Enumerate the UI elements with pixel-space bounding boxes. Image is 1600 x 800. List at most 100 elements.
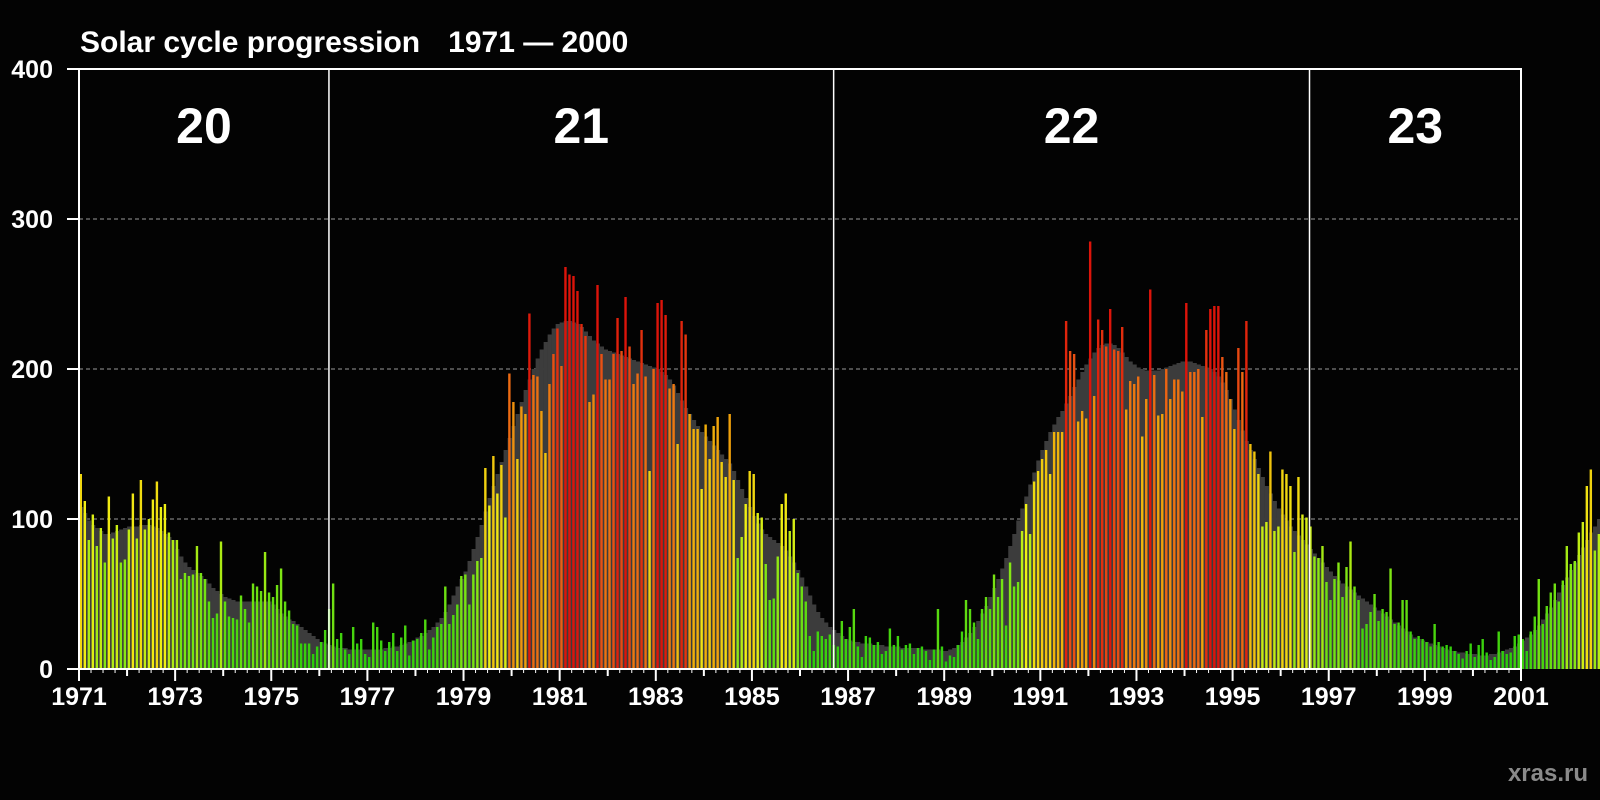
monthly-bar	[1028, 534, 1032, 669]
monthly-bar	[496, 493, 499, 669]
gridlines	[79, 218, 1521, 520]
monthly-bar	[408, 655, 411, 669]
x-tick-label: 1989	[916, 683, 972, 711]
x-tick-label: 1971	[51, 683, 107, 711]
monthly-bar	[1309, 526, 1312, 669]
monthly-bar	[664, 315, 667, 669]
monthly-bar	[295, 625, 299, 669]
monthly-bar	[1369, 612, 1372, 669]
monthly-bar	[183, 573, 187, 669]
monthly-bar	[1409, 631, 1412, 669]
monthly-bar	[1096, 319, 1100, 669]
monthly-bar	[1285, 474, 1288, 669]
monthly-bar	[684, 334, 687, 669]
monthly-bar	[924, 651, 928, 669]
monthly-bar	[1052, 432, 1056, 669]
monthly-bar	[1321, 546, 1324, 669]
monthly-bar	[520, 406, 523, 669]
monthly-bar	[896, 636, 900, 669]
monthly-bar	[1056, 432, 1060, 669]
monthly-bar	[800, 586, 803, 669]
monthly-bar	[1373, 594, 1376, 669]
monthly-bar	[87, 540, 91, 669]
monthly-bar	[1293, 552, 1296, 669]
monthly-bar	[880, 654, 884, 669]
monthly-bar	[1453, 651, 1456, 669]
monthly-bar	[764, 564, 767, 669]
monthly-bar	[500, 465, 503, 669]
monthly-bar	[111, 538, 115, 669]
monthly-bar	[215, 613, 219, 669]
monthly-bar	[367, 657, 371, 669]
monthly-bar	[99, 528, 103, 669]
monthly-bar	[412, 640, 415, 669]
monthly-bar	[616, 318, 619, 669]
monthly-bar	[1417, 636, 1420, 669]
monthly-bar	[103, 562, 107, 669]
monthly-bar	[844, 639, 848, 669]
monthly-bar	[404, 625, 407, 669]
monthly-bar	[576, 291, 579, 669]
monthly-bar	[532, 375, 535, 669]
monthly-bar	[740, 537, 743, 669]
smoothed-bar	[311, 636, 316, 669]
monthly-bar	[1517, 634, 1520, 669]
monthly-bar	[1129, 381, 1132, 669]
monthly-bar	[984, 597, 988, 669]
monthly-bar	[155, 481, 159, 669]
monthly-bar	[1553, 583, 1556, 669]
monthly-bar	[323, 630, 327, 669]
monthly-bar	[872, 645, 876, 669]
monthly-bar	[1317, 558, 1320, 669]
monthly-bar	[1437, 642, 1440, 669]
monthly-bar	[1149, 289, 1152, 669]
monthly-bar	[283, 601, 287, 669]
monthly-bar	[1024, 504, 1028, 669]
monthly-bar	[1485, 652, 1488, 669]
monthly-bar	[251, 583, 255, 669]
y-tick-label: 0	[39, 656, 53, 684]
smoothed-bar	[811, 604, 817, 669]
monthly-bar	[776, 556, 779, 669]
monthly-bar	[1469, 643, 1472, 669]
monthly-bar	[307, 643, 311, 669]
monthly-bar	[1337, 562, 1340, 669]
x-tick-label: 2001	[1493, 683, 1549, 711]
monthly-bar	[856, 646, 860, 669]
monthly-bar	[752, 474, 755, 669]
monthly-bar	[1429, 646, 1432, 669]
monthly-bar	[1088, 241, 1092, 669]
monthly-bar	[1133, 384, 1136, 669]
monthly-bar	[1269, 451, 1272, 669]
monthly-bar	[1577, 532, 1581, 669]
x-tick-label: 1991	[1013, 683, 1069, 711]
monthly-bar	[600, 354, 603, 669]
monthly-bar	[1569, 564, 1573, 669]
y-axis: 0 100 200 300 400	[11, 56, 79, 684]
monthly-bar	[736, 558, 739, 669]
monthly-bar	[548, 384, 551, 669]
monthly-bar	[1313, 556, 1316, 669]
monthly-bar	[83, 501, 87, 669]
monthly-bar	[692, 429, 695, 669]
monthly-bar	[1333, 579, 1336, 669]
monthly-bar	[656, 303, 659, 669]
monthly-bar	[1004, 625, 1008, 669]
monthly-bar	[1193, 372, 1196, 669]
monthly-bar	[1361, 628, 1364, 669]
monthly-bar	[119, 562, 123, 669]
monthly-bar	[788, 531, 791, 669]
monthly-bar	[79, 474, 83, 669]
monthly-bar	[1449, 646, 1452, 669]
monthly-bar	[1277, 526, 1280, 669]
monthly-bar	[315, 646, 319, 669]
monthly-bar	[556, 328, 559, 669]
monthly-bar	[1092, 396, 1096, 669]
monthly-bar	[1125, 409, 1128, 669]
monthly-bar	[652, 369, 655, 669]
monthly-bar	[1173, 379, 1176, 669]
monthly-bar	[1177, 379, 1180, 669]
monthly-bar	[147, 519, 151, 669]
monthly-bar	[708, 459, 711, 669]
